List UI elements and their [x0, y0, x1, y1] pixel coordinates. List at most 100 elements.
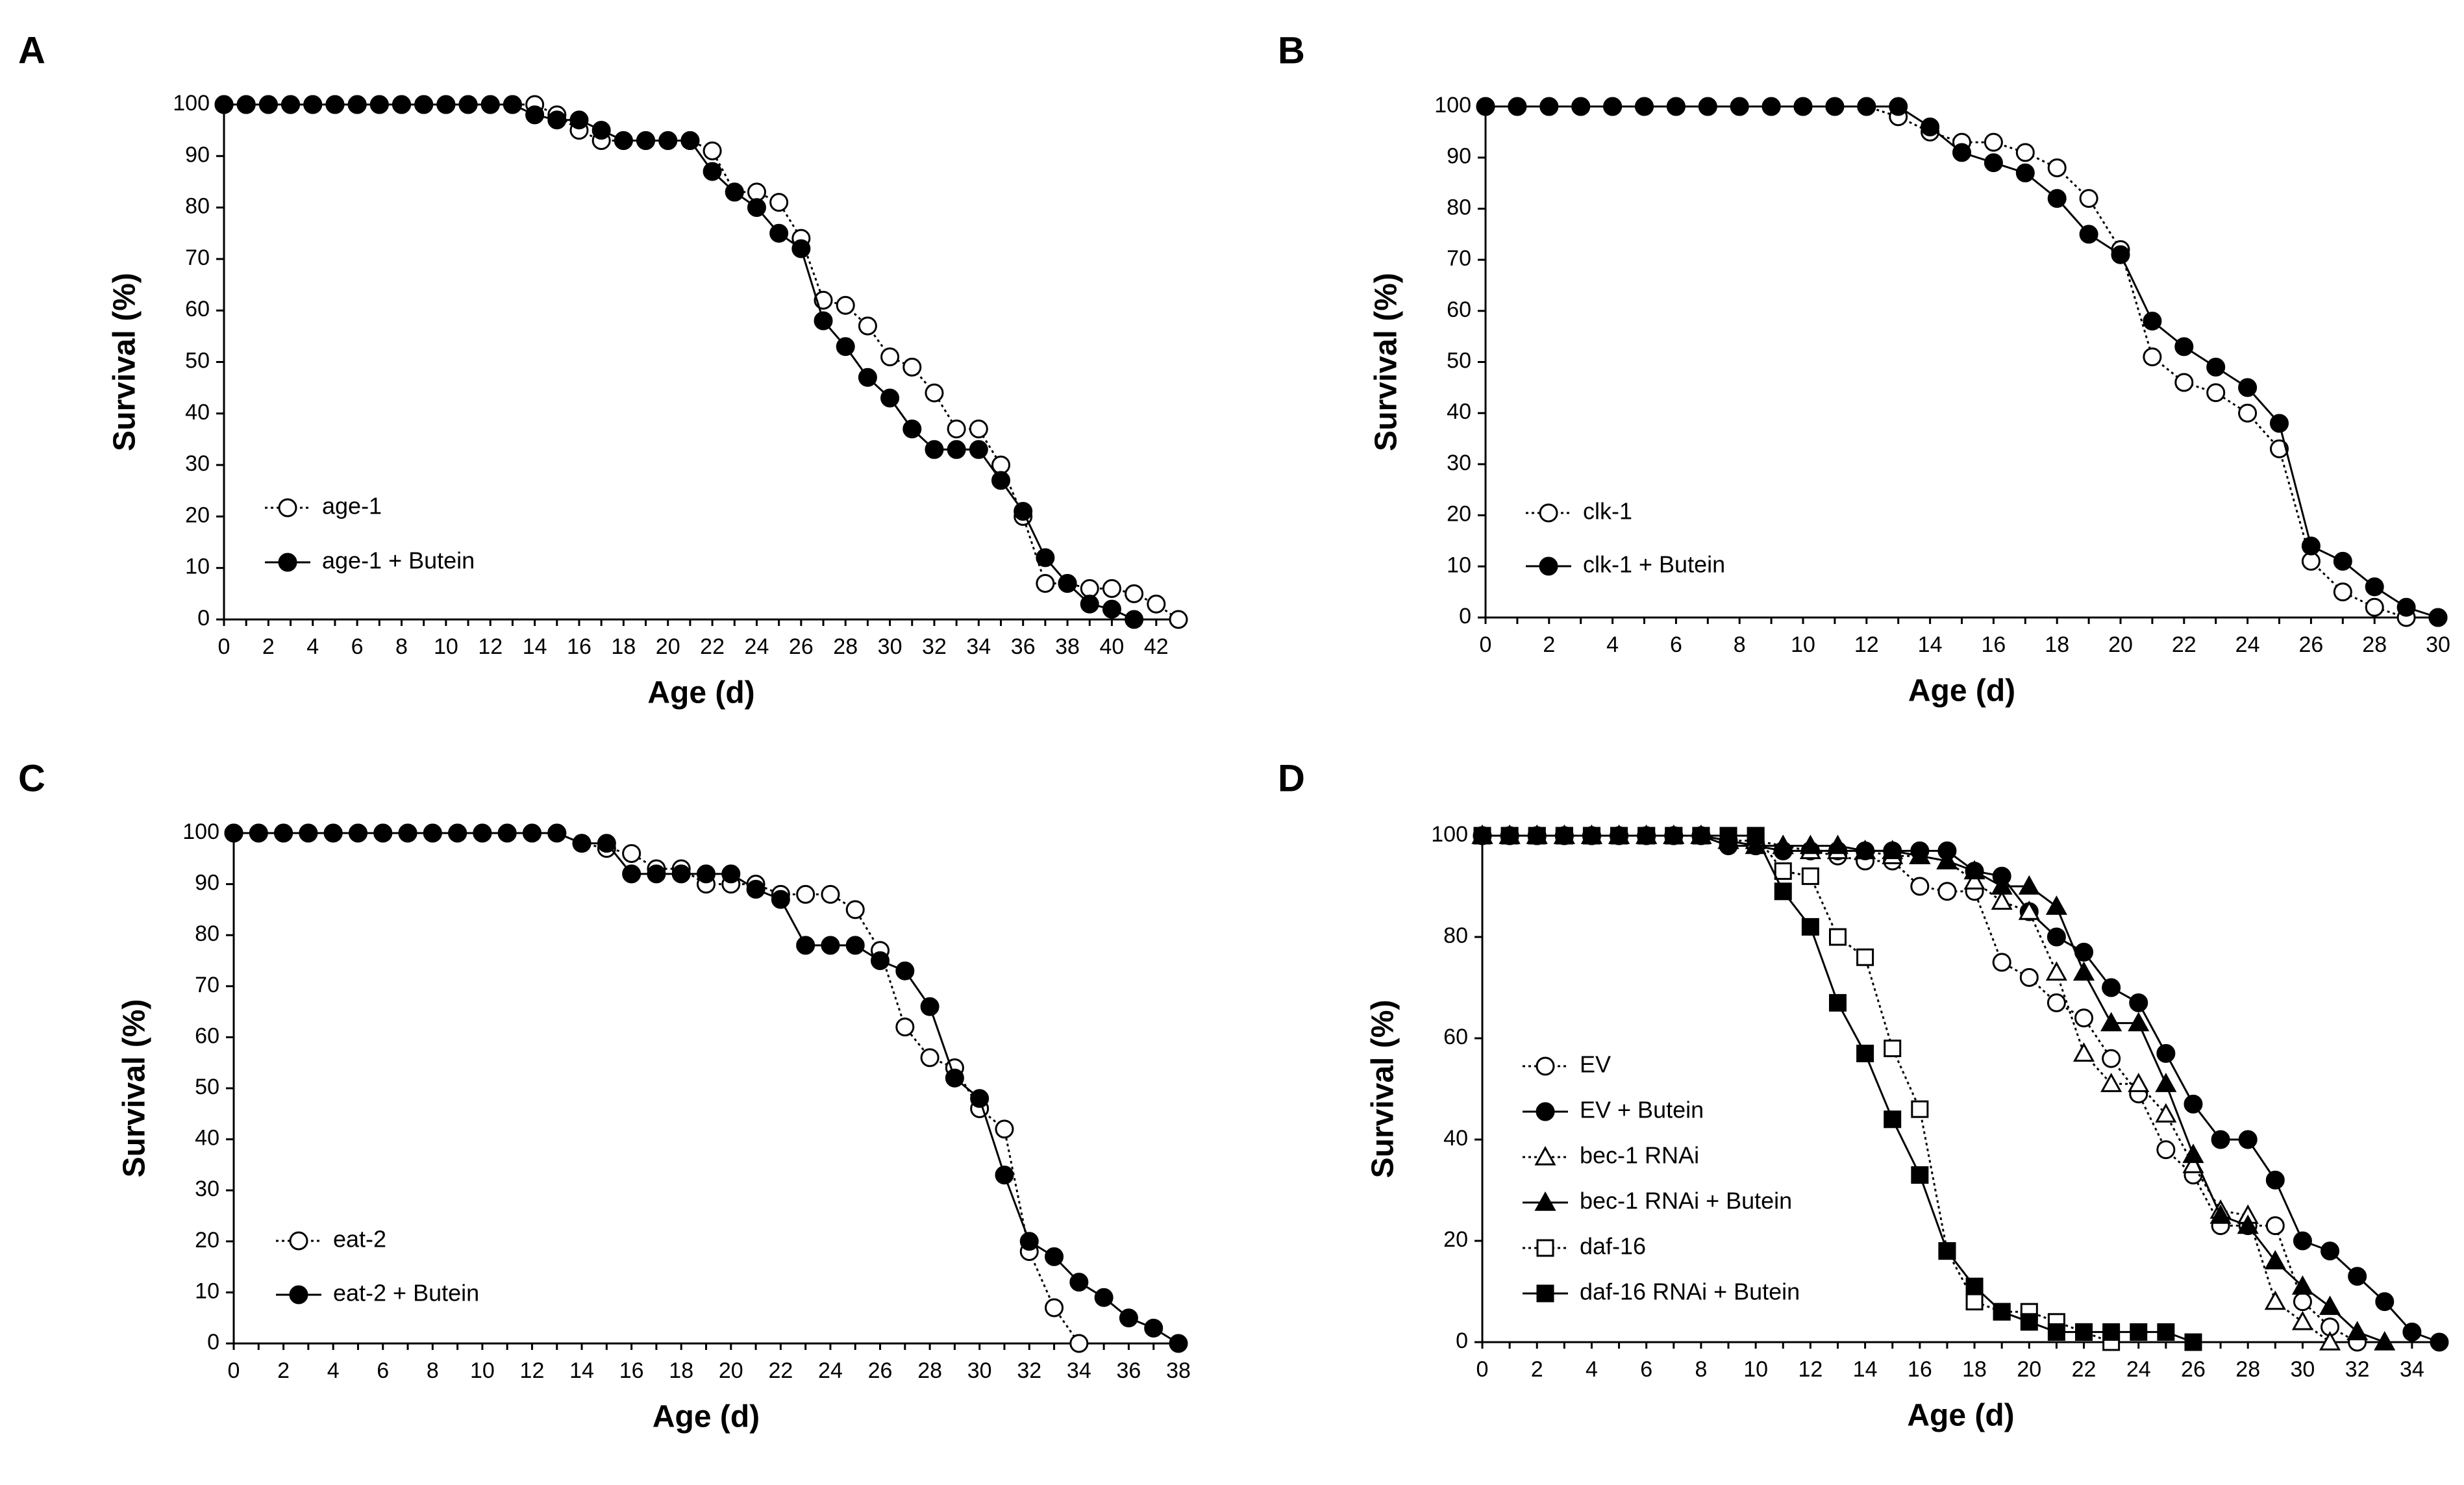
series-clk-1-butein [1476, 97, 2448, 627]
data-point [697, 864, 716, 884]
x-tick-label: 22 [2072, 1357, 2097, 1382]
data-point [703, 162, 722, 181]
data-point [821, 884, 840, 904]
data-point [2184, 1333, 2202, 1351]
data-point [636, 131, 656, 151]
y-tick-label: 20 [1443, 1227, 1468, 1252]
data-point [224, 823, 243, 843]
data-point [1045, 1247, 1064, 1266]
x-tick-label: 36 [1011, 634, 1036, 659]
data-point [1747, 827, 1765, 845]
data-point [249, 823, 268, 843]
data-point [2301, 536, 2321, 556]
data-point [2211, 1130, 2230, 1149]
legend-marker [1539, 556, 1558, 576]
data-point [236, 95, 256, 114]
data-point [547, 823, 567, 843]
y-tick-label: 30 [195, 1177, 219, 1201]
x-tick-label: 6 [1640, 1357, 1652, 1382]
x-tick-label: 32 [1017, 1358, 1041, 1383]
data-point [1610, 827, 1628, 845]
data-point [503, 95, 522, 114]
data-point [1909, 845, 1931, 864]
y-tick-label: 80 [1447, 195, 1471, 219]
x-tick-label: 28 [2362, 632, 2387, 657]
data-point [2301, 551, 2321, 571]
data-point [2396, 597, 2416, 617]
data-point [1473, 827, 1491, 845]
data-point [1014, 501, 1033, 521]
x-tick-label: 4 [1586, 1357, 1598, 1382]
data-point [2047, 1323, 2065, 1341]
data-point [821, 936, 840, 955]
data-point [1058, 573, 1077, 593]
data-point [2072, 961, 2095, 981]
data-point [1539, 97, 1559, 116]
data-point [1965, 1293, 1984, 1311]
data-point [1991, 890, 2013, 910]
x-tick-label: 18 [611, 634, 636, 659]
legend-marker [1536, 1056, 1555, 1076]
x-tick-label: 0 [228, 1358, 240, 1383]
x-tick-label: 24 [818, 1358, 843, 1383]
data-point [747, 182, 766, 202]
data-point [2045, 895, 2067, 915]
data-point [480, 95, 500, 114]
data-point [1080, 579, 1099, 598]
y-tick-label: 10 [185, 555, 210, 579]
series-line [1482, 834, 2112, 1343]
data-point [2428, 608, 2448, 627]
legend-marker [278, 498, 297, 518]
x-tick-label: 28 [917, 1358, 942, 1383]
x-tick-label: 12 [1798, 1357, 1823, 1382]
series-line [1482, 834, 2194, 1343]
y-tick-label: 50 [185, 348, 210, 373]
x-tick-label: 22 [2172, 632, 2196, 657]
data-point [1828, 928, 1847, 946]
data-point [925, 440, 944, 459]
data-point [2264, 1250, 2286, 1269]
series-line [1482, 834, 2440, 1343]
data-point [970, 1089, 989, 1108]
data-point [1080, 594, 1099, 614]
data-point [2019, 967, 2039, 987]
data-point [2155, 1073, 2177, 1092]
x-tick-label: 26 [2181, 1357, 2206, 1382]
legend-label: age-1 [322, 493, 382, 519]
legend-marker [1534, 1145, 1556, 1166]
legend-label: daf-16 RNAi + Butein [1580, 1279, 1800, 1305]
data-point [2365, 577, 2384, 597]
x-tick-label: 8 [1734, 632, 1746, 657]
x-tick-label: 30 [878, 634, 902, 659]
data-point [323, 823, 343, 843]
data-point [2238, 1130, 2258, 1149]
x-tick-label: 16 [1908, 1357, 1932, 1382]
x-tick-label: 12 [478, 634, 503, 659]
y-tick-label: 40 [1447, 399, 1471, 424]
data-point [1854, 840, 1876, 860]
x-tick-label: 10 [434, 634, 458, 659]
y-tick-label: 70 [185, 245, 210, 270]
y-tick-label: 100 [1434, 93, 1471, 118]
data-point [1069, 1334, 1089, 1353]
legend-marker [1536, 1102, 1555, 1121]
data-point [1582, 827, 1600, 845]
x-tick-label: 4 [327, 1358, 340, 1383]
data-point [1761, 97, 1781, 116]
x-tick-label: 14 [1853, 1357, 1878, 1382]
data-point [947, 419, 966, 439]
x-tick-label: 0 [1476, 1357, 1489, 1382]
series-line [224, 103, 1135, 621]
x-tick-label: 4 [1606, 632, 1619, 657]
data-point [2079, 189, 2098, 208]
x-tick-label: 26 [789, 634, 814, 659]
data-point [1169, 1334, 1188, 1353]
y-tick-label: 0 [207, 1330, 219, 1354]
data-point [1698, 97, 1717, 116]
data-point [1125, 610, 1144, 629]
data-point [1555, 827, 1573, 845]
data-point [1500, 827, 1519, 845]
y-tick-label: 50 [195, 1075, 219, 1099]
